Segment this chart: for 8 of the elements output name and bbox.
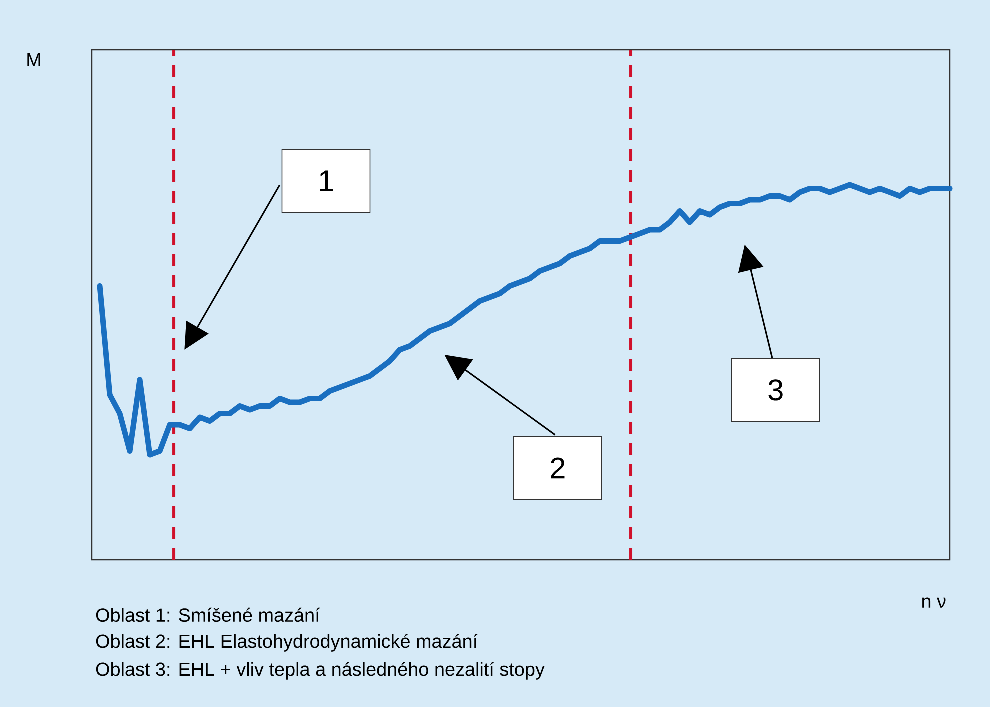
x-axis-title: n ν (922, 598, 946, 608)
text: Oblast 2: EHL Elastohydrodynamické mazání (96, 634, 478, 652)
annotation: 1 (320, 170, 334, 192)
annotation: 3 (768, 380, 783, 401)
text: Oblast 1: Smíšené mazání (96, 608, 320, 622)
text: Oblast 3: EHL + vliv tepla a následného nezalití stopy (96, 662, 545, 680)
text: M (28, 53, 40, 67)
annotation: 2 (551, 458, 565, 479)
